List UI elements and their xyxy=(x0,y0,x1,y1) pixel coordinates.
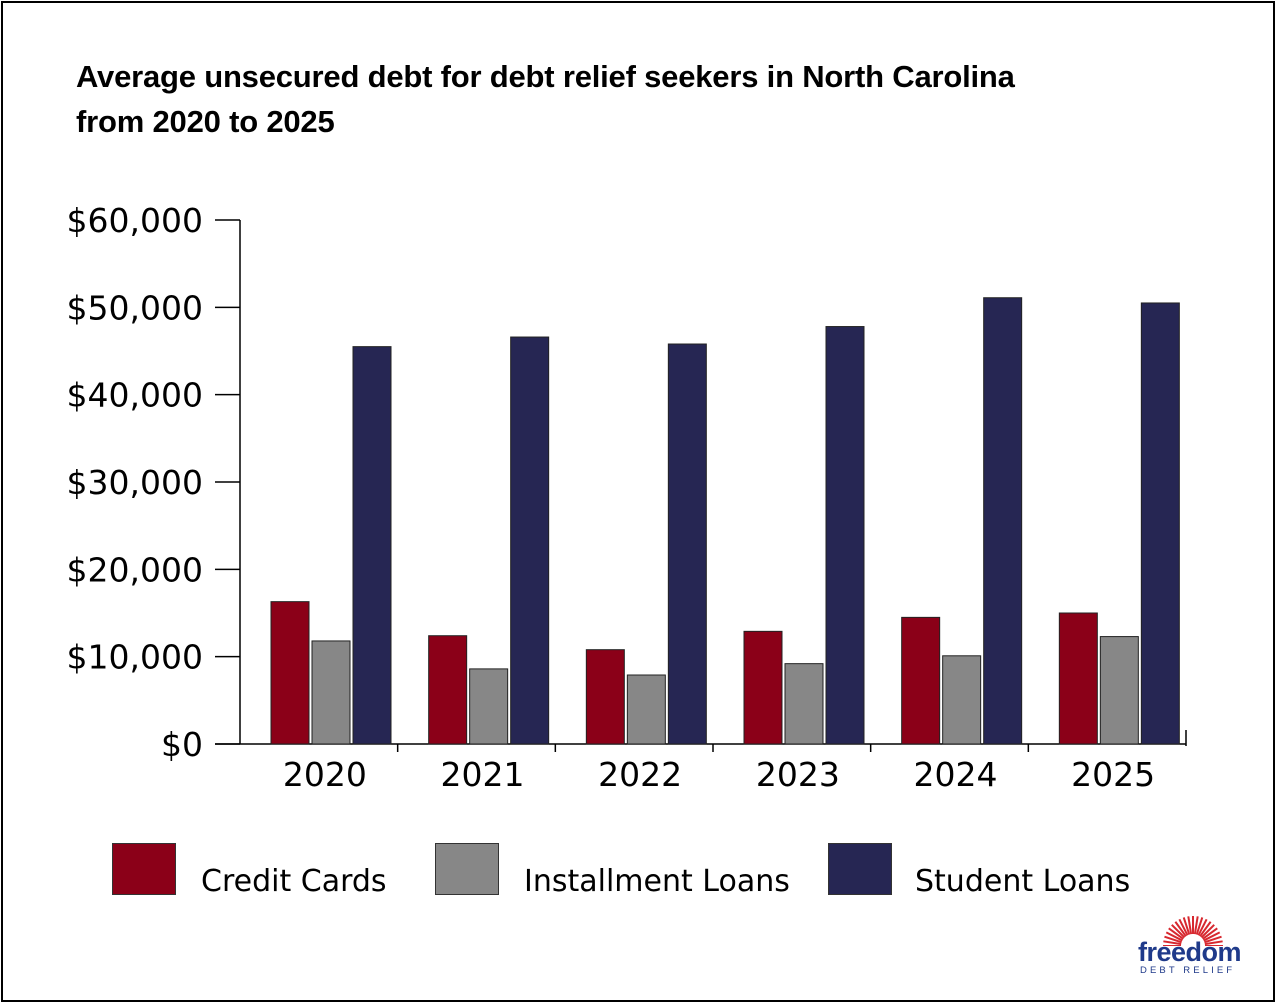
bar-student-loans-2021 xyxy=(510,336,550,745)
sunburst-ray xyxy=(1164,935,1182,944)
sunburst-ray xyxy=(1202,927,1218,940)
sunburst-ray xyxy=(1178,918,1189,936)
chart-title: Average unsecured debt for debt relief s… xyxy=(76,54,1236,144)
sunburst-ray xyxy=(1168,927,1184,940)
x-tick-label: 2024 xyxy=(914,755,998,794)
sunburst-icon xyxy=(1163,916,1223,946)
sunburst-ray xyxy=(1204,935,1222,944)
y-tick-label: $0 xyxy=(161,725,203,764)
x-tick-label: 2022 xyxy=(598,755,682,794)
y-tick-label: $60,000 xyxy=(67,201,203,240)
sunburst-ray xyxy=(1174,921,1187,937)
y-tick-label: $30,000 xyxy=(67,463,203,502)
sunburst-ray xyxy=(1193,916,1199,935)
x-tick-label: 2025 xyxy=(1071,755,1155,794)
sunburst-ray xyxy=(1199,921,1212,937)
sunburst-ray xyxy=(1187,916,1193,935)
sunburst-ray xyxy=(1200,924,1215,939)
bar-credit-cards-2022 xyxy=(585,649,625,745)
bar-installment-loans-2025 xyxy=(1099,636,1139,745)
bar-credit-cards-2020 xyxy=(270,601,310,745)
sunburst-ray xyxy=(1171,924,1186,939)
bar-student-loans-2022 xyxy=(667,343,707,745)
x-tick-label: 2021 xyxy=(441,755,525,794)
bar-credit-cards-2023 xyxy=(743,630,783,745)
freedom-logo: freedom DEBT RELIEF xyxy=(1130,912,1260,982)
bar-credit-cards-2024 xyxy=(901,616,941,745)
sunburst-ray xyxy=(1195,917,1204,935)
sunburst-ray xyxy=(1165,931,1183,942)
y-tick-label: $10,000 xyxy=(67,638,203,677)
y-tick-label: $20,000 xyxy=(67,550,203,589)
sunburst-ray xyxy=(1182,917,1191,935)
bar-installment-loans-2022 xyxy=(626,674,666,745)
logo-wordmark: freedom xyxy=(1138,937,1242,967)
bar-credit-cards-2025 xyxy=(1058,612,1098,745)
chart-title-line-1: Average unsecured debt for debt relief s… xyxy=(76,59,1015,94)
bar-installment-loans-2020 xyxy=(311,640,351,745)
chart-title-line-2: from 2020 to 2025 xyxy=(76,104,335,139)
bar-student-loans-2023 xyxy=(825,326,865,745)
sunburst-ray xyxy=(1203,931,1221,942)
logo-subtitle: DEBT RELIEF xyxy=(1140,965,1236,976)
bar-installment-loans-2024 xyxy=(942,655,982,745)
bar-credit-cards-2021 xyxy=(428,635,468,745)
x-tick-label: 2020 xyxy=(283,755,367,794)
bar-student-loans-2024 xyxy=(983,297,1023,745)
bar-student-loans-2020 xyxy=(352,346,392,745)
sunburst-ray xyxy=(1197,918,1208,936)
sunburst-ray xyxy=(1163,940,1182,946)
sunburst-ray xyxy=(1204,940,1223,946)
y-tick-label: $50,000 xyxy=(67,288,203,327)
bar-installment-loans-2021 xyxy=(469,668,509,745)
bar-installment-loans-2023 xyxy=(784,663,824,745)
y-tick-label: $40,000 xyxy=(67,376,203,415)
bar-student-loans-2025 xyxy=(1140,302,1180,745)
x-tick-label: 2023 xyxy=(756,755,840,794)
